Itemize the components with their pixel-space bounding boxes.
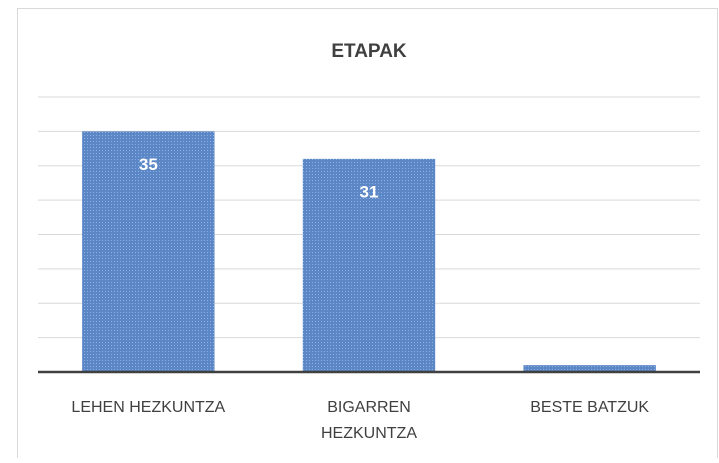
bar [523, 365, 656, 372]
bar [302, 158, 436, 372]
x-tick-label: BESTE BATZUK [530, 399, 649, 416]
data-label: 31 [360, 182, 379, 201]
data-label: 1 [585, 389, 594, 408]
x-tick-label: BIGARREN HEZKUNTZA [321, 399, 417, 442]
chart-title: ETAPAK [331, 41, 407, 62]
x-tick-label: LEHEN HEZKUNTZA [71, 399, 225, 416]
bar [82, 131, 215, 372]
data-label: 35 [139, 155, 158, 174]
